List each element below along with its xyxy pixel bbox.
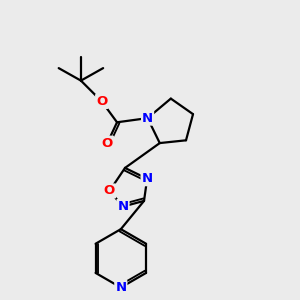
Text: N: N [115, 281, 126, 294]
Text: O: O [102, 136, 113, 150]
Text: N: N [117, 200, 128, 213]
Text: O: O [96, 95, 107, 108]
Text: N: N [142, 112, 153, 124]
Text: O: O [104, 184, 115, 197]
Text: N: N [142, 172, 153, 185]
